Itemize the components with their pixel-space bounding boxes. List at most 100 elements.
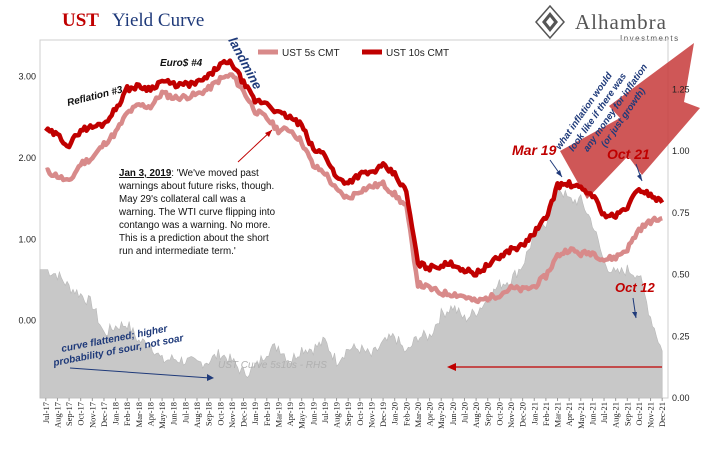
quote-annotation: Jan 3, 2019: 'We've moved past warnings …	[118, 129, 276, 257]
logo-sub: Investments	[620, 34, 680, 43]
x-tick-label: Sep-20	[483, 402, 493, 426]
x-tick-label: Aug-20	[471, 402, 481, 428]
y-left-tick-label: 3.00	[18, 72, 36, 82]
x-tick-label: Jun-18	[169, 402, 179, 425]
x-axis: Jul-17 Aug-17 Sep-17 Oct-17 Nov-17 Dec-17 Jan-…	[41, 398, 667, 429]
y-right-tick-label: 1.25	[672, 84, 690, 94]
x-tick-label: Jul-21	[599, 402, 609, 423]
quote-first-line: : 'We've moved past	[171, 168, 259, 179]
x-tick-label: Mar-20	[413, 402, 423, 427]
curve-flat-pointer	[69, 367, 211, 379]
x-tick-label: Mar-19	[273, 402, 283, 427]
x-tick-label: Aug-18	[192, 402, 202, 428]
x-tick-label: Dec-20	[518, 402, 528, 427]
alhambra-logo: Alhambra Investments	[535, 4, 680, 43]
oct21-pointer-arrowhead	[637, 174, 642, 181]
spread-pointer-arrowhead	[447, 363, 456, 371]
y-left-tick-label: 1.00	[18, 234, 36, 244]
x-tick-label: Jun-19	[308, 402, 318, 425]
x-tick-label: Nov-17	[87, 402, 97, 428]
quote-line-4: contango was a warning. No more.	[119, 220, 270, 231]
x-tick-label: Nov-19	[366, 402, 376, 428]
x-tick-label: Oct-20	[494, 402, 504, 426]
y-right-tick-label: 1.00	[672, 146, 690, 156]
x-tick-label: Dec-19	[378, 402, 388, 427]
series-5s-line	[45, 72, 663, 305]
logo-emblem-icon	[535, 4, 565, 40]
x-tick-label: Jul-19	[320, 402, 330, 423]
y-right-tick-label: 0.00	[672, 393, 690, 403]
y-left-tick-label: 2.00	[18, 153, 36, 163]
x-tick-label: Feb-21	[541, 402, 551, 426]
x-tick-label: Oct-21	[634, 402, 644, 426]
x-tick-label: Jan-20	[390, 402, 400, 425]
x-tick-label: Jul-20	[460, 402, 470, 423]
x-tick-label: Nov-18	[227, 402, 237, 428]
y-axis-left: 3.00 2.00 1.00 0.00	[18, 72, 36, 326]
x-tick-label: Oct-19	[355, 402, 365, 426]
y-right-tick-label: 0.75	[672, 208, 690, 218]
quote-line-3: warning. The WTI curve flipping into	[118, 207, 276, 218]
x-tick-label: Jun-20	[448, 402, 458, 425]
x-tick-label: Jun-21	[587, 402, 597, 425]
quote-line-1: warnings about future risks, though.	[118, 181, 274, 192]
x-tick-label: Sep-19	[343, 402, 353, 426]
annotation-oct21: Oct 21	[607, 146, 650, 162]
x-tick-label: Feb-20	[401, 402, 411, 426]
x-tick-label: Nov-20	[506, 402, 516, 428]
x-tick-label: Jan-18	[111, 402, 121, 425]
x-tick-label: Dec-21	[657, 402, 667, 427]
series-10s-line	[44, 58, 665, 278]
oct12-pointer-arrowhead	[632, 312, 637, 318]
x-tick-label: Dec-17	[99, 402, 109, 427]
x-tick-label: Feb-19	[262, 402, 272, 426]
quote-line-0: Jan 3, 2019: 'We've moved past	[119, 168, 259, 179]
x-tick-label: Mar-18	[134, 402, 144, 427]
x-tick-label: Jan-21	[529, 402, 539, 425]
x-tick-label: Sep-17	[64, 402, 74, 426]
x-tick-label: Apr-18	[146, 402, 156, 426]
quote-line-6: run and intermediate term.'	[119, 246, 236, 257]
x-tick-label: Jan-19	[250, 402, 260, 425]
y-left-tick-label: 0.00	[18, 316, 36, 326]
legend-10s-label: UST 10s CMT	[386, 48, 449, 59]
x-tick-label: Sep-21	[622, 402, 632, 426]
annotation-spread-label: UST Curve 5s10s - RHS	[218, 360, 327, 371]
quote-line-5: This is a prediction about the short	[119, 233, 269, 244]
x-tick-label: May-19	[297, 402, 307, 429]
annotation-mar19: Mar 19	[512, 142, 557, 158]
x-tick-label: Dec-18	[239, 402, 249, 427]
quote-pointer-line	[237, 129, 273, 163]
logo-name: Alhambra	[575, 10, 667, 34]
annotation-euro: Euro$ #4	[160, 58, 203, 69]
x-tick-label: Sep-18	[204, 402, 214, 426]
x-tick-label: May-18	[157, 402, 167, 429]
quote-date: Jan 3, 2019	[119, 168, 172, 179]
x-tick-label: May-21	[576, 402, 586, 429]
x-tick-label: Feb-18	[122, 402, 132, 426]
y-right-tick-label: 0.50	[672, 270, 690, 280]
x-tick-label: Jul-17	[41, 402, 51, 423]
annotation-oct12: Oct 12	[615, 280, 656, 295]
legend-5s-label: UST 5s CMT	[282, 48, 340, 59]
x-tick-label: Apr-21	[564, 402, 574, 426]
y-right-tick-label: 0.25	[672, 331, 690, 341]
x-tick-label: Aug-17	[52, 402, 62, 428]
x-tick-label: Oct-17	[76, 402, 86, 426]
chart-title-yield-curve: Yield Curve	[112, 10, 204, 31]
quote-pointer-arrowhead	[265, 130, 272, 137]
chart-title-ust: UST	[62, 10, 99, 31]
x-tick-label: Oct-18	[215, 402, 225, 426]
x-tick-label: Aug-21	[611, 402, 621, 428]
x-tick-label: Aug-19	[332, 402, 342, 428]
legend: UST 5s CMT UST 10s CMT	[258, 48, 449, 59]
x-tick-label: May-20	[436, 402, 446, 429]
x-tick-label: Apr-20	[425, 402, 435, 426]
series-spread-area	[39, 185, 663, 399]
curve-flat-pointer-arrowhead	[207, 374, 214, 381]
x-tick-label: Jul-18	[180, 402, 190, 423]
mar19-pointer-arrowhead	[556, 170, 562, 177]
inflation-arrow-icon	[560, 43, 700, 199]
quote-line-2: May 29's collateral call was a	[119, 194, 246, 205]
